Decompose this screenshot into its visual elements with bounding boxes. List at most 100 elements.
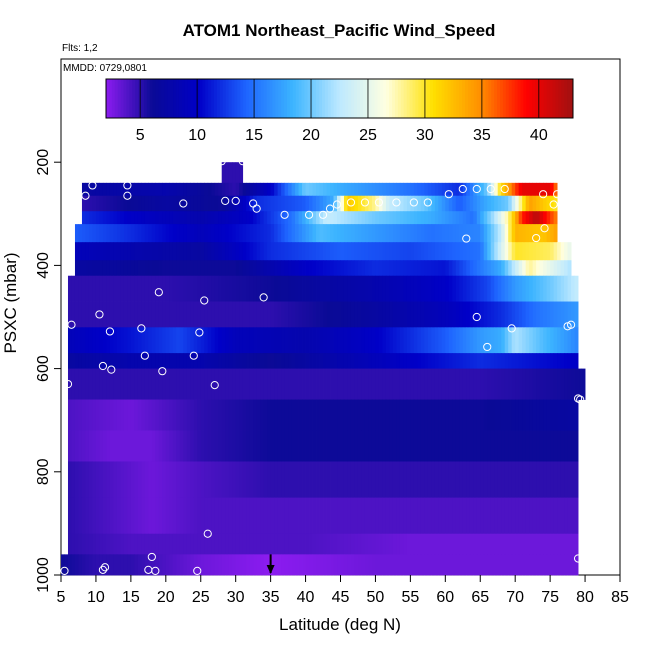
colorbar-segment [351, 79, 355, 118]
heatmap-cell [424, 533, 429, 555]
heatmap-cell [120, 182, 125, 197]
heatmap-cell [281, 327, 285, 354]
heatmap-cell [448, 554, 453, 576]
heatmap-cell [242, 275, 247, 302]
heatmap-cell [78, 224, 83, 243]
heatmap-cell [316, 461, 320, 498]
heatmap-cell [361, 533, 366, 555]
heatmap-cell [515, 461, 520, 498]
heatmap-cell [480, 182, 485, 197]
heatmap-cell [85, 275, 90, 302]
heatmap-cell [232, 533, 237, 555]
heatmap-cell [113, 275, 118, 302]
heatmap-cell [511, 242, 516, 261]
x-tick-label: 25 [192, 589, 210, 606]
heatmap-cell [525, 430, 530, 462]
heatmap-cell [371, 211, 376, 225]
heatmap-cell [291, 275, 296, 302]
heatmap-cell [396, 260, 401, 277]
heatmap-cell [298, 327, 303, 354]
heatmap-cell [263, 368, 268, 400]
colorbar-segment [257, 79, 262, 118]
heatmap-cell [413, 242, 418, 261]
heatmap-cell [550, 182, 555, 197]
heatmap-cell [473, 353, 478, 369]
heatmap-cell [214, 211, 219, 225]
heatmap-cell [102, 242, 107, 261]
heatmap-cell [305, 242, 310, 261]
heatmap-cell [557, 327, 562, 354]
heatmap-cell [532, 195, 537, 212]
heatmap-cell [197, 301, 202, 328]
heatmap-cell [197, 554, 202, 576]
heatmap-cell [249, 275, 254, 302]
heatmap-layer [61, 162, 586, 576]
heatmap-cell [501, 430, 506, 462]
sample-point [540, 224, 549, 233]
heatmap-cell [385, 260, 390, 277]
heatmap-cell [333, 224, 338, 243]
heatmap-cell [74, 554, 79, 576]
heatmap-cell [323, 497, 327, 535]
heatmap-cell [225, 353, 230, 369]
heatmap-cell [179, 368, 184, 400]
colorbar-segment [225, 79, 230, 118]
heatmap-cell [78, 368, 83, 400]
heatmap-cell [378, 554, 383, 576]
heatmap-cell [350, 182, 355, 197]
colorbar-segment [196, 79, 200, 118]
heatmap-cell [357, 224, 362, 243]
heatmap-cell [204, 554, 209, 576]
colorbar-tick-label: 15 [245, 127, 263, 144]
heatmap-cell [155, 182, 160, 197]
heatmap-cell [326, 195, 331, 212]
heatmap-cell [385, 195, 390, 212]
heatmap-cell [225, 211, 230, 225]
heatmap-cell [497, 554, 502, 576]
heatmap-cell [392, 368, 397, 400]
heatmap-cell [176, 327, 181, 354]
colorbar-segment [339, 79, 343, 118]
heatmap-cell [469, 182, 474, 197]
heatmap-cell [529, 353, 534, 369]
heatmap-cell [364, 533, 369, 555]
heatmap-cell [441, 327, 446, 354]
heatmap-cell [165, 275, 170, 302]
heatmap-cell [504, 497, 509, 535]
heatmap-cell [403, 327, 408, 354]
heatmap-cell [504, 211, 509, 225]
colorbar-segment [467, 79, 472, 118]
heatmap-cell [403, 242, 408, 261]
heatmap-cell [557, 275, 562, 302]
heatmap-cell [452, 211, 457, 225]
heatmap-cell [532, 260, 537, 277]
heatmap-cell [186, 242, 191, 261]
heatmap-cell [399, 554, 404, 576]
heatmap-cell [85, 461, 90, 498]
heatmap-cell [536, 211, 541, 225]
heatmap-cell [183, 211, 188, 225]
colorbar-segment [132, 79, 136, 118]
heatmap-cell [137, 211, 142, 225]
heatmap-cell [109, 260, 114, 277]
heatmap-cell [249, 554, 254, 576]
heatmap-cell [92, 327, 97, 354]
colorbar-segment [523, 79, 527, 118]
heatmap-cell [81, 497, 86, 535]
heatmap-cell [288, 211, 292, 225]
heatmap-cell [375, 195, 380, 212]
heatmap-cell [183, 533, 188, 555]
heatmap-cell [406, 368, 411, 400]
heatmap-cell [228, 554, 233, 576]
heatmap-cell [480, 497, 485, 535]
heatmap-cell [375, 211, 380, 225]
heatmap-cell [78, 327, 83, 354]
heatmap-cell [445, 533, 450, 555]
heatmap-cell [469, 224, 474, 243]
heatmap-cell [218, 182, 223, 197]
heatmap-cell [319, 497, 324, 535]
heatmap-cell [120, 275, 125, 302]
heatmap-cell [392, 224, 397, 243]
heatmap-cell [242, 368, 247, 400]
heatmap-cell [274, 195, 279, 212]
